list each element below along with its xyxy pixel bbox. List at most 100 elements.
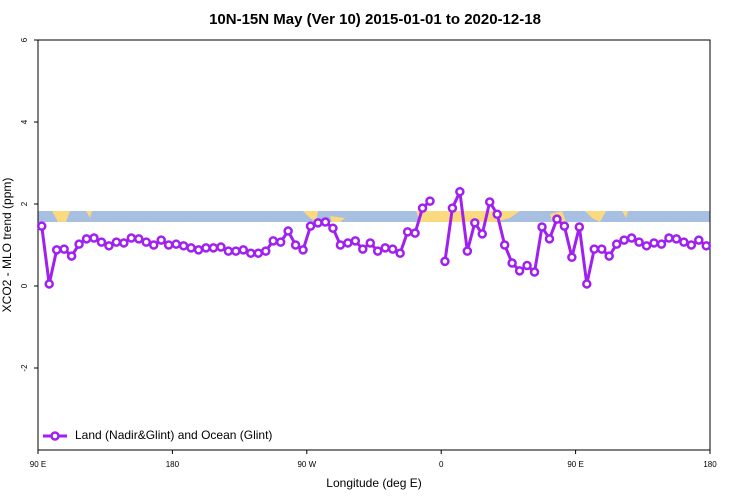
data-point (246, 248, 256, 258)
data-point (231, 246, 241, 256)
data-point (260, 246, 271, 256)
data-point (148, 240, 159, 250)
x-tick-label: 90 E (30, 460, 46, 469)
y-tick-label: 6 (20, 37, 29, 42)
data-point (171, 239, 181, 249)
data-point (462, 246, 473, 256)
data-point (178, 241, 189, 251)
data-point (671, 234, 682, 244)
x-tick-label: 90 W (297, 460, 316, 469)
x-tick-label: 180 (166, 460, 180, 469)
data-point (328, 223, 338, 233)
data-point (59, 244, 69, 254)
data-point (417, 203, 428, 213)
data-point (604, 251, 614, 261)
data-point (596, 244, 607, 254)
data-point (335, 240, 346, 250)
chart-title: 10N-15N May (Ver 10) 2015-01-01 to 2020-… (209, 11, 541, 28)
land (52, 211, 70, 222)
data-point (447, 203, 458, 213)
data-point (455, 186, 465, 197)
data-point (313, 218, 323, 228)
data-point (567, 252, 577, 263)
data-point (193, 245, 204, 255)
data-point (126, 233, 137, 243)
data-point (208, 243, 219, 253)
data-point (499, 240, 510, 250)
data-point (537, 222, 547, 232)
data-point (641, 241, 652, 251)
data-point (522, 260, 532, 271)
data-point (425, 196, 435, 206)
data-point (372, 246, 383, 256)
data-point (305, 221, 316, 231)
data-point (223, 246, 234, 256)
y-axis-label: XCO2 - MLO trend (ppm) (0, 178, 14, 313)
data-point (440, 256, 450, 267)
data-point (141, 237, 152, 247)
data-point (186, 243, 196, 253)
data-point (163, 240, 174, 250)
y-tick-label: 4 (20, 119, 29, 124)
data-point (89, 233, 99, 243)
x-axis-label: Longitude (deg E) (326, 476, 421, 490)
data-point (380, 243, 390, 253)
x-tick-label: 90 E (567, 460, 583, 469)
data-point (634, 237, 644, 247)
data-point (268, 236, 278, 246)
data-point (656, 239, 667, 249)
y-tick-label: 2 (20, 201, 29, 206)
data-point (104, 241, 114, 251)
data-point (350, 236, 361, 246)
data-point (701, 241, 712, 251)
data-point (649, 238, 659, 248)
data-point (611, 239, 622, 249)
data-point (358, 244, 368, 254)
data-point (387, 244, 398, 254)
data-point (320, 217, 331, 227)
legend-marker (50, 431, 60, 441)
data-point (492, 209, 502, 219)
data-point (582, 279, 592, 289)
land (86, 211, 92, 218)
data-point (694, 235, 704, 245)
data-point (410, 228, 420, 238)
data-point (507, 258, 517, 268)
land (622, 211, 628, 218)
data-point (44, 279, 54, 289)
data-point (626, 233, 637, 243)
data-point (238, 245, 249, 255)
data-point (619, 235, 629, 245)
data-point (484, 197, 495, 207)
data-point (544, 234, 555, 244)
data-point (298, 245, 308, 255)
data-point (470, 218, 480, 228)
data-point (402, 227, 413, 237)
y-tick-label: -2 (20, 364, 29, 372)
data-point (343, 238, 353, 248)
data-point (395, 248, 405, 258)
ocean-band (38, 211, 710, 222)
x-tick-label: 180 (703, 460, 717, 469)
data-point (686, 240, 697, 250)
data-point (552, 214, 562, 224)
data-point (36, 221, 47, 231)
data-point (51, 245, 62, 255)
data-point (134, 234, 144, 244)
data-point (290, 240, 301, 250)
data-point (111, 237, 122, 247)
data-point (216, 242, 226, 252)
land (303, 211, 318, 222)
x-tick-label: 0 (439, 460, 444, 469)
data-point (679, 237, 689, 247)
data-point (477, 229, 488, 239)
data-point (201, 243, 211, 253)
data-point (253, 248, 264, 258)
data-point (589, 244, 600, 254)
land (585, 211, 606, 222)
data-point (81, 234, 92, 244)
data-point (275, 237, 286, 247)
data-point (66, 251, 77, 261)
data-point (365, 238, 376, 248)
